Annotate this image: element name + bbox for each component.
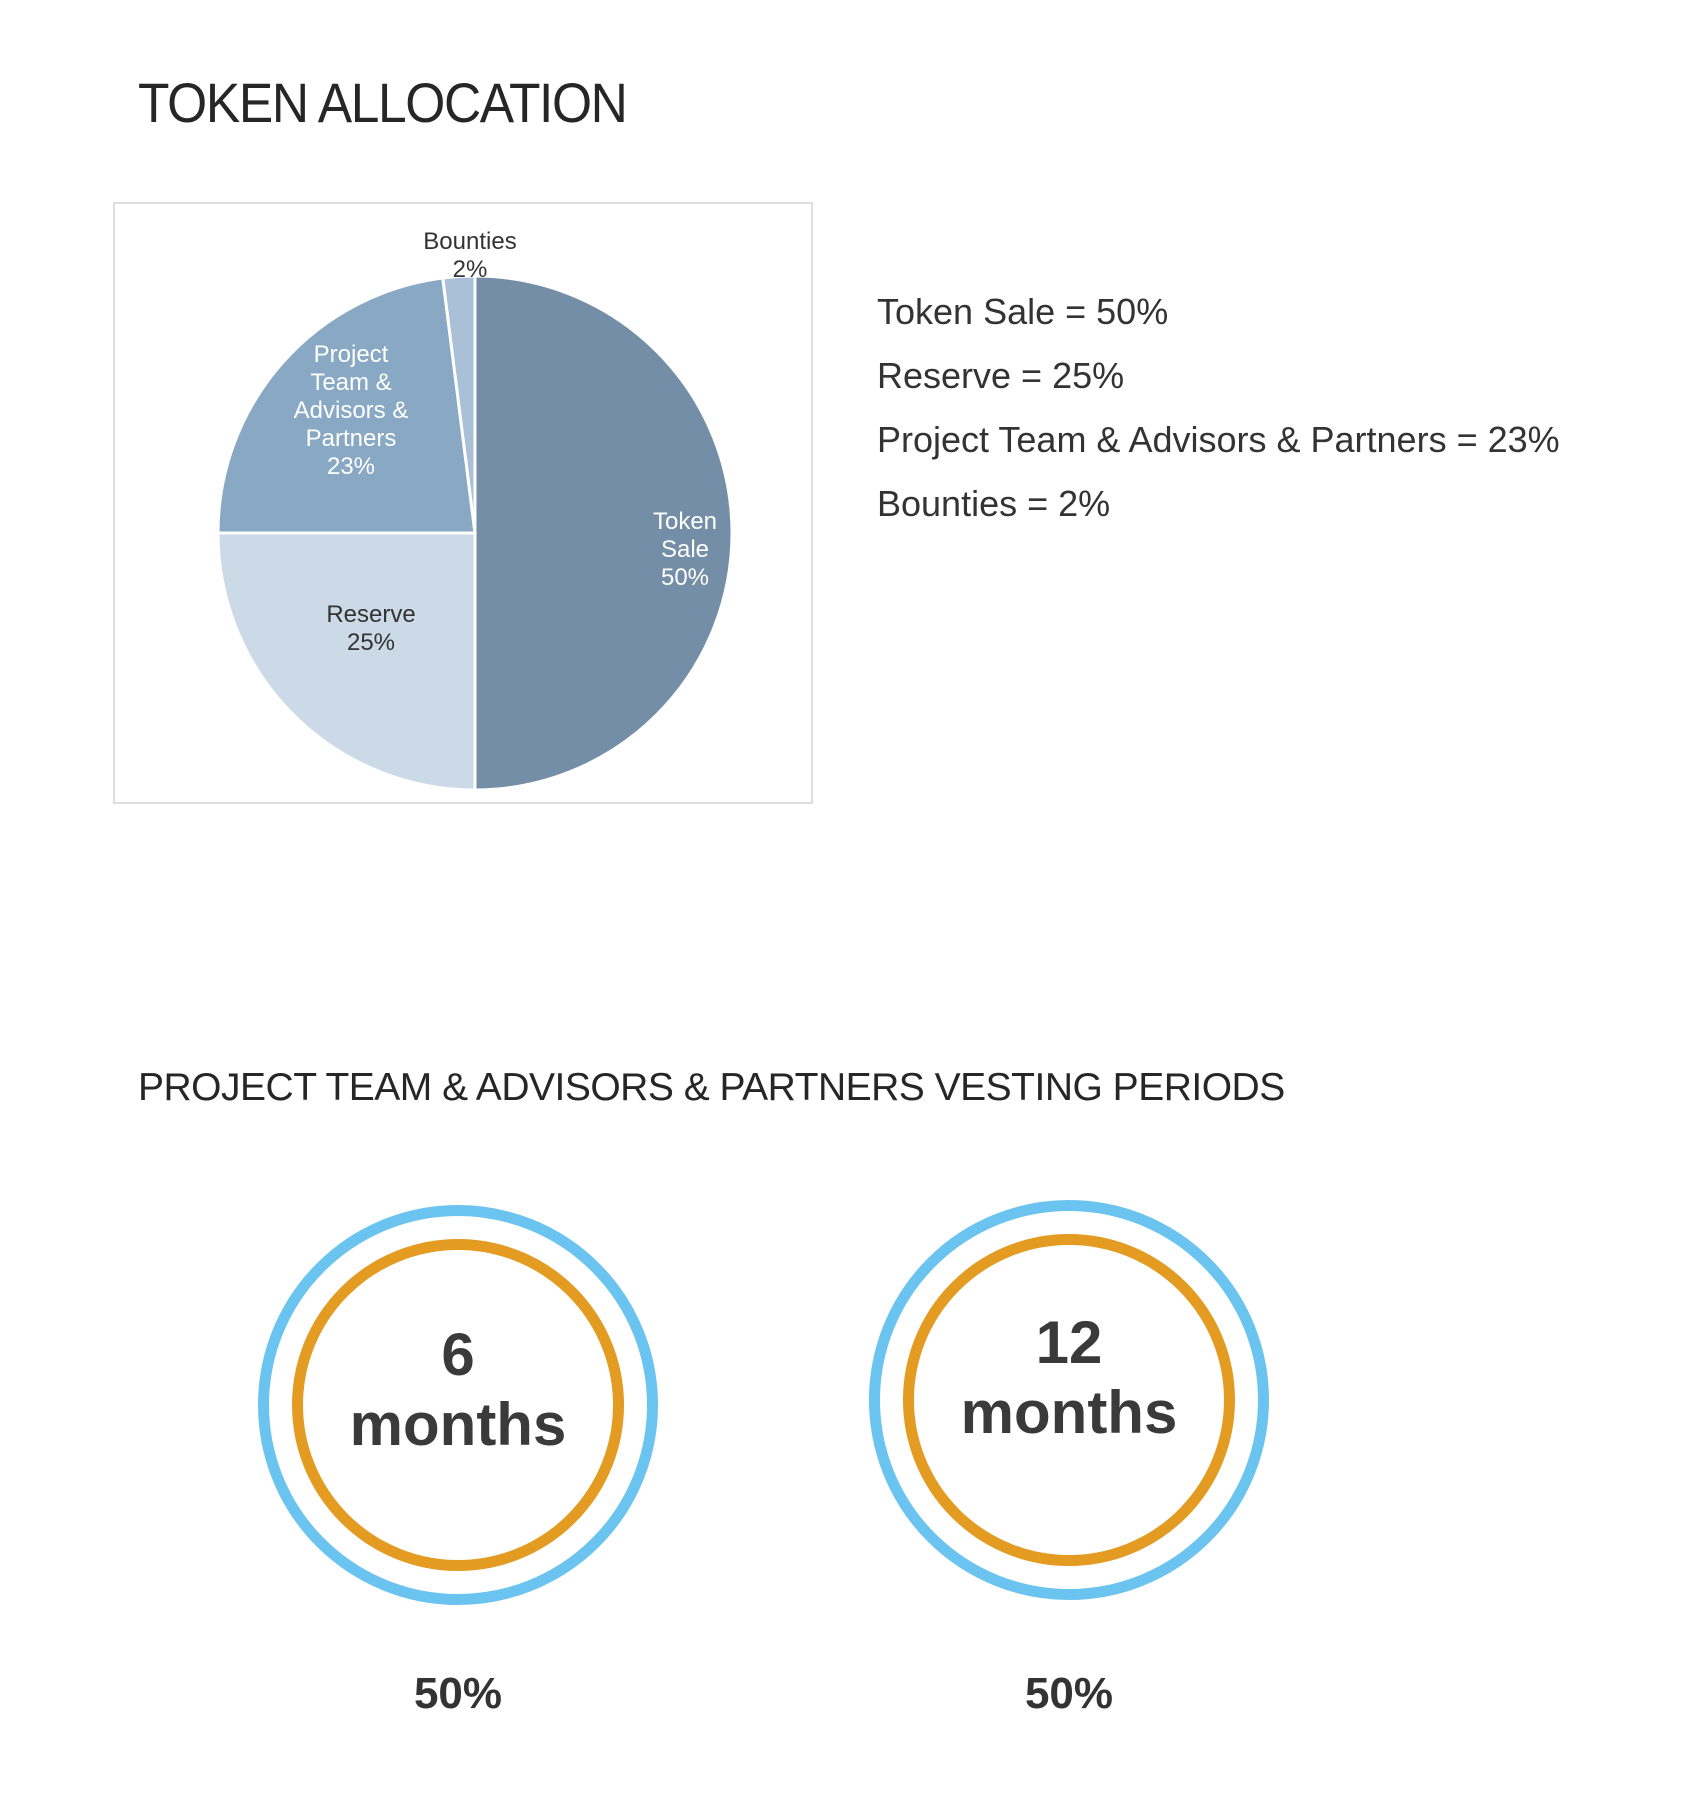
allocation-item-reserve: Reserve = 25% xyxy=(877,355,1125,396)
pie-slice-project-team-advisors-partners xyxy=(216,276,477,535)
outer-ring-icon xyxy=(258,1205,658,1605)
allocation-item-bounties: Bounties = 2% xyxy=(877,483,1111,524)
inner-ring-icon xyxy=(292,1239,624,1571)
pie-slice-token-sale xyxy=(473,274,734,792)
pie-slice-bounties xyxy=(441,274,477,534)
vesting-share: 50% xyxy=(1024,1669,1114,1718)
pie-data-label: Bounties 2% xyxy=(423,228,516,283)
vesting-title: PROJECT TEAM & ADVISORS & PARTNERS VESTI… xyxy=(138,1066,1285,1109)
vesting-period-12-months: 12 months 50% xyxy=(869,1200,1289,1725)
page-title: TOKEN ALLOCATION xyxy=(138,71,628,134)
pie-chart-frame: Token Sale 50% Reserve 25% Project Team & Advis… xyxy=(113,202,813,804)
allocation-item-token-sale: Token Sale = 50% xyxy=(877,291,1169,332)
pie-data-label: Project Team & Advisors & Partners 23% xyxy=(294,341,409,480)
vesting-period-number: 6 xyxy=(441,1321,475,1388)
outer-ring-icon xyxy=(869,1200,1269,1600)
vesting-period-6-months: 6 months 50% xyxy=(258,1205,678,1725)
vesting-period-label: 6 months xyxy=(258,1320,658,1460)
pie-slice-reserve xyxy=(216,531,477,792)
vesting-share: 50% xyxy=(413,1669,503,1718)
vesting-period-label: 12 months xyxy=(869,1308,1269,1448)
allocation-item-team: Project Team & Advisors & Partners = 23% xyxy=(877,419,1560,460)
vesting-period-number: 12 xyxy=(1035,1309,1103,1376)
pie-data-label: Token Sale 50% xyxy=(653,508,717,591)
vesting-period-unit: months xyxy=(349,1391,567,1458)
inner-ring-icon xyxy=(903,1234,1235,1566)
allocation-list: Token Sale = 50% Reserve = 25% Project T… xyxy=(877,280,1560,536)
pie-chart: Token Sale 50% Reserve 25% Project Team & Advis… xyxy=(216,228,734,792)
pie-data-label: Reserve 25% xyxy=(326,601,415,656)
vesting-period-unit: months xyxy=(960,1379,1178,1446)
